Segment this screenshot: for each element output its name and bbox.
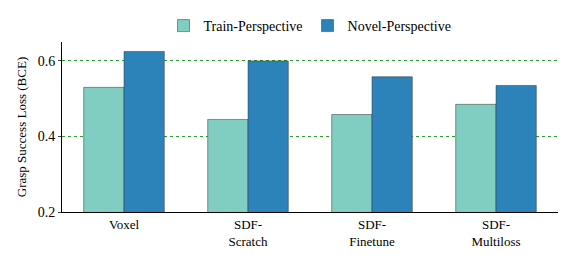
svg-text:0.2: 0.2 (38, 205, 56, 220)
svg-text:Voxel: Voxel (109, 217, 139, 232)
svg-text:SDF-Multiloss: SDF-Multiloss (471, 217, 520, 249)
svg-text:SDF-Scratch: SDF-Scratch (229, 217, 268, 249)
svg-text:Grasp Success Loss (BCE): Grasp Success Loss (BCE) (14, 57, 29, 197)
svg-text:Novel-Perspective: Novel-Perspective (348, 19, 451, 34)
svg-text:SDF-Finetune: SDF-Finetune (349, 217, 395, 249)
svg-text:0.6: 0.6 (38, 54, 56, 69)
svg-text:Train-Perspective: Train-Perspective (204, 19, 303, 34)
svg-text:0.4: 0.4 (38, 129, 56, 144)
